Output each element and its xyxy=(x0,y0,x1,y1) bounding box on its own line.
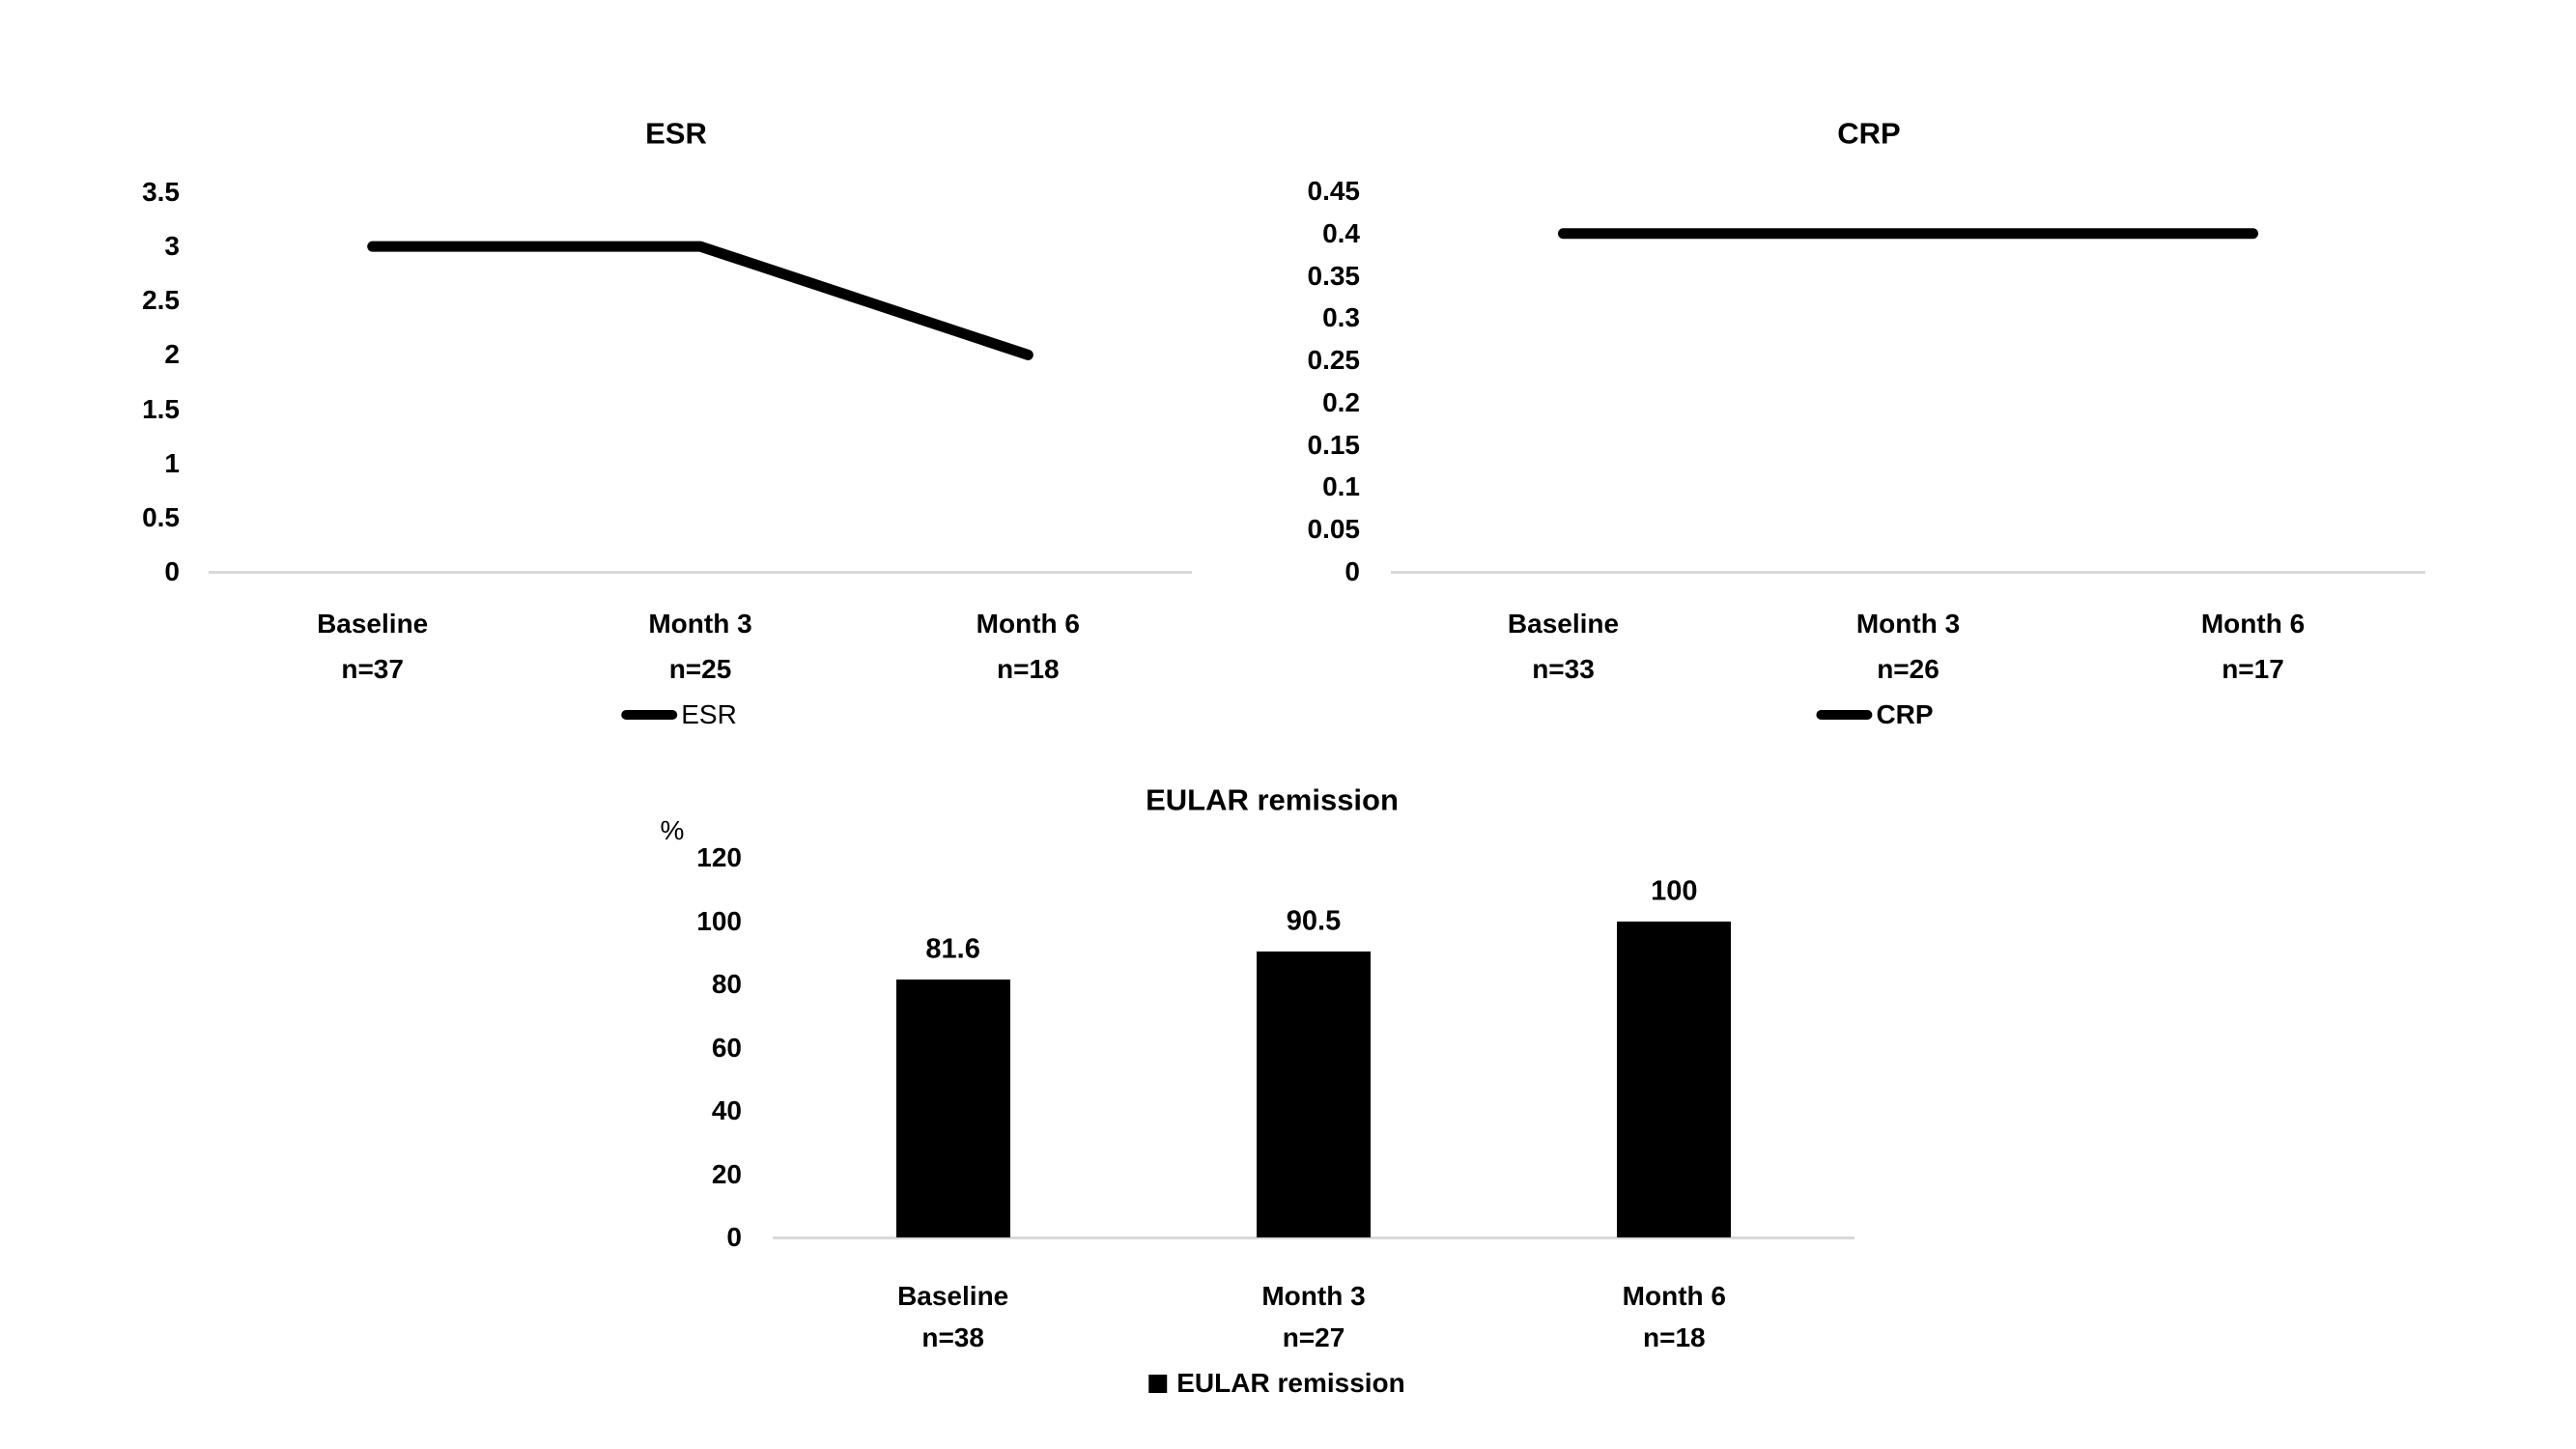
esr-y-tick-label: 1 xyxy=(164,447,180,478)
eular-chart-title: EULAR remission xyxy=(1146,782,1399,817)
eular-y-tick-label: 120 xyxy=(696,842,742,873)
eular-category-label: Month 6 xyxy=(1622,1281,1726,1311)
esr-y-tick-label: 1.5 xyxy=(142,393,180,424)
crp-y-tick-label: 0.15 xyxy=(1307,429,1361,460)
crp-y-tick-label: 0.1 xyxy=(1322,471,1360,502)
eular-bar-data-label: 100 xyxy=(1651,875,1698,907)
esr-y-tick-label: 2 xyxy=(164,339,180,370)
esr-legend-line-marker xyxy=(621,710,678,720)
eular-bar-data-label: 81.6 xyxy=(925,933,980,965)
crp-legend-line-marker xyxy=(1816,710,1873,720)
eular-legend-label: EULAR remission xyxy=(1176,1368,1405,1398)
eular-bar xyxy=(1257,951,1371,1237)
esr-category-label: Baseline xyxy=(317,609,429,639)
crp-category-label: Baseline xyxy=(1507,609,1620,639)
esr-n-count-label: n=25 xyxy=(668,654,732,684)
crp-legend: CRP xyxy=(1816,699,1934,729)
esr-y-tick-label: 3.5 xyxy=(142,176,180,207)
esr-y-tick-label: 2.5 xyxy=(142,285,180,316)
eular-y-tick-label: 60 xyxy=(711,1032,742,1063)
crp-y-tick-label: 0.35 xyxy=(1307,260,1361,291)
crp-category-label: Month 6 xyxy=(2200,609,2306,639)
eular-n-count-label: n=18 xyxy=(1643,1322,1706,1352)
esr-y-tick-label: 0.5 xyxy=(142,501,180,532)
crp-chart-title: CRP xyxy=(1837,116,1901,151)
esr-n-count-label: n=37 xyxy=(341,654,404,684)
eular-y-tick-label: 0 xyxy=(726,1222,742,1252)
crp-x-axis-line xyxy=(1391,570,2425,574)
eular-bar xyxy=(1617,921,1732,1237)
eular-legend-square-marker xyxy=(1148,1374,1168,1393)
esr-category-label: Month 3 xyxy=(648,609,752,639)
crp-y-tick-label: 0.45 xyxy=(1307,175,1361,206)
eular-bar-data-label: 90.5 xyxy=(1286,905,1342,937)
eular-x-axis-line xyxy=(773,1236,1854,1239)
eular-bar xyxy=(895,979,1010,1237)
eular-n-count-label: n=38 xyxy=(921,1322,984,1352)
eular-y-tick-label: 80 xyxy=(711,969,742,1000)
esr-legend: ESR xyxy=(621,701,737,728)
crp-n-count-label: n=17 xyxy=(2222,654,2284,684)
crp-y-tick-label: 0.2 xyxy=(1322,386,1360,417)
eular-y-tick-label: 40 xyxy=(711,1095,742,1126)
eular-n-count-label: n=27 xyxy=(1282,1322,1345,1352)
esr-legend-label: ESR xyxy=(681,699,737,729)
esr-x-axis-line xyxy=(209,570,1192,574)
eular-legend: EULAR remission xyxy=(1148,1370,1405,1397)
crp-n-count-label: n=33 xyxy=(1532,654,1595,684)
eular-category-label: Baseline xyxy=(897,1281,1009,1311)
crp-category-label: Month 3 xyxy=(1855,609,1961,639)
crp-n-count-label: n=26 xyxy=(1877,654,1939,684)
esr-y-tick-label: 0 xyxy=(164,556,180,586)
esr-y-tick-label: 3 xyxy=(164,231,180,262)
eular-category-label: Month 3 xyxy=(1261,1281,1366,1311)
crp-y-tick-label: 0.4 xyxy=(1322,217,1360,248)
eular-y-axis-unit-label: % xyxy=(660,815,685,845)
esr-category-label: Month 6 xyxy=(976,609,1080,639)
crp-y-tick-label: 0.3 xyxy=(1322,302,1360,333)
eular-y-tick-label: 20 xyxy=(711,1158,742,1189)
esr-chart-title: ESR xyxy=(645,116,707,151)
crp-y-tick-label: 0.25 xyxy=(1307,345,1361,376)
esr-n-count-label: n=18 xyxy=(997,654,1060,684)
crp-legend-label: CRP xyxy=(1876,699,1934,729)
crp-y-tick-label: 0.05 xyxy=(1307,514,1361,545)
crp-y-tick-label: 0 xyxy=(1345,556,1360,586)
eular-y-tick-label: 100 xyxy=(696,905,742,936)
